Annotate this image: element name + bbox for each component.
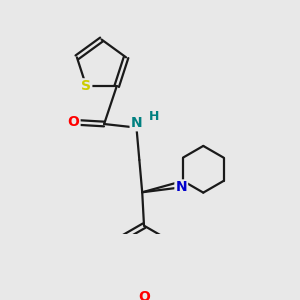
Text: N: N — [131, 116, 142, 130]
Text: O: O — [68, 115, 80, 129]
Text: H: H — [148, 110, 159, 123]
Text: O: O — [138, 290, 150, 300]
Text: S: S — [81, 79, 91, 93]
Text: N: N — [176, 180, 187, 194]
